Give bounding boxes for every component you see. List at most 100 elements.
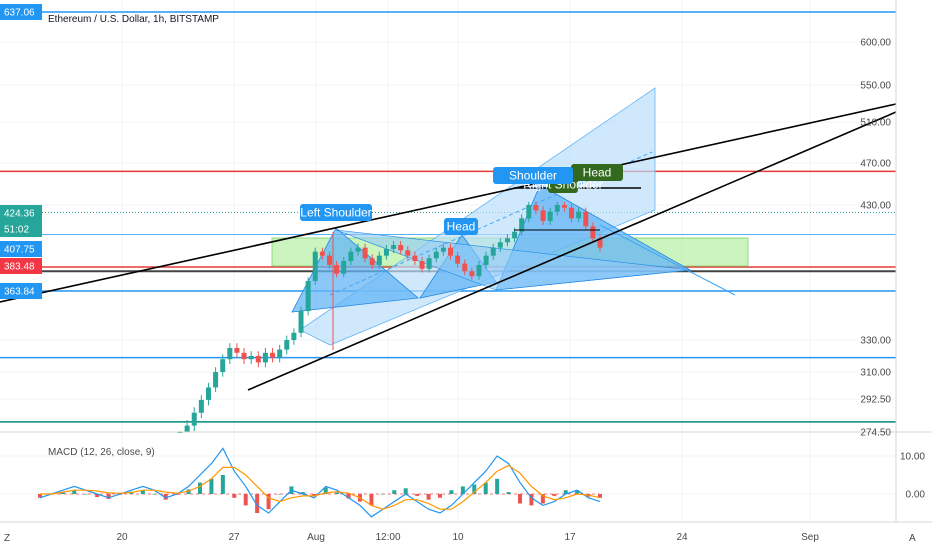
candle-body bbox=[191, 412, 197, 426]
candle-body bbox=[312, 251, 318, 282]
pattern-label: Head bbox=[571, 164, 623, 181]
macd-histogram-bar bbox=[472, 484, 477, 494]
candle-body bbox=[440, 247, 446, 252]
candle-body bbox=[305, 281, 311, 312]
price-tag: 51:02 bbox=[0, 221, 42, 237]
upper-trendline bbox=[0, 103, 897, 303]
macd-histogram-bar bbox=[300, 492, 305, 494]
macd-histogram-bar bbox=[232, 494, 237, 498]
macd-tick-label: 10.00 bbox=[900, 452, 925, 463]
candle-body bbox=[398, 244, 404, 251]
macd-histogram-bar bbox=[540, 494, 545, 504]
y-tick-label: 310.00 bbox=[860, 368, 891, 379]
macd-histogram-bar bbox=[209, 478, 214, 494]
candle-body bbox=[569, 207, 575, 219]
y-tick-label: 430.00 bbox=[860, 201, 891, 212]
macd-histogram-bar bbox=[255, 494, 260, 513]
candle-body bbox=[462, 263, 468, 272]
macd-histogram-bar bbox=[60, 492, 65, 494]
candle-body bbox=[298, 311, 304, 333]
macd-title: MACD (12, 26, close, 9) bbox=[48, 447, 155, 458]
macd-histogram-bar bbox=[495, 478, 500, 494]
price-tag-bg bbox=[0, 4, 42, 20]
pattern-label-bg bbox=[444, 218, 478, 235]
macd-histogram-bar bbox=[152, 494, 157, 495]
plot-background bbox=[0, 0, 896, 430]
x-tick-label: 27 bbox=[228, 532, 240, 543]
candle-body bbox=[248, 356, 254, 360]
candle-body bbox=[483, 255, 489, 265]
pattern-label-bg bbox=[571, 164, 623, 181]
macd-histogram-bar bbox=[323, 487, 328, 494]
candle-body bbox=[583, 211, 589, 227]
macd-histogram-bar bbox=[106, 494, 111, 499]
price-tag-label: 424.36 bbox=[4, 209, 35, 220]
price-axis: 600.00 550.00 510.00 470.00 430.00 330.00 310.… bbox=[0, 4, 891, 439]
candle-body bbox=[512, 231, 518, 239]
timezone-button[interactable]: Z bbox=[4, 533, 10, 544]
price-tag-label: 637.06 bbox=[4, 8, 35, 19]
macd-histogram-bar bbox=[529, 494, 534, 506]
candle-body bbox=[213, 372, 219, 388]
candle-body bbox=[426, 258, 432, 269]
candle-body bbox=[433, 251, 439, 259]
x-tick-label: 17 bbox=[564, 532, 576, 543]
macd-histogram-bar bbox=[266, 494, 271, 510]
macd-histogram-bar bbox=[518, 494, 522, 504]
macd-histogram-bar bbox=[346, 494, 351, 499]
candle-body bbox=[255, 356, 261, 363]
x-tick-label: 12:00 bbox=[375, 532, 400, 543]
candle-body bbox=[533, 205, 539, 211]
price-tag: 363.84 bbox=[0, 283, 42, 299]
macd-histogram-bar bbox=[426, 494, 431, 500]
price-tag-label: 383.48 bbox=[4, 262, 35, 273]
candle-body bbox=[227, 348, 233, 360]
candle-body bbox=[205, 387, 211, 400]
macd-histogram-bar bbox=[415, 494, 420, 496]
pattern-label-text: Left Shoulder bbox=[300, 206, 371, 220]
y-tick-label: 600.00 bbox=[860, 38, 891, 49]
price-tag-label: 407.75 bbox=[4, 245, 35, 256]
price-tag: 637.06 bbox=[0, 4, 42, 20]
pattern-label: Left Shoulder bbox=[300, 204, 372, 221]
y-tick-label: 292.50 bbox=[860, 395, 891, 406]
candle-body bbox=[497, 242, 503, 248]
macd-histogram-bar bbox=[392, 490, 397, 494]
macd-histogram-bar bbox=[438, 494, 442, 498]
candle-body bbox=[319, 251, 325, 256]
price-tag-bg bbox=[0, 221, 42, 237]
candle-body bbox=[376, 255, 382, 265]
candle-body bbox=[576, 211, 582, 219]
price-tag-bg bbox=[0, 283, 42, 299]
macd-tick-label: 0.00 bbox=[906, 490, 926, 501]
lower-trendline bbox=[247, 111, 897, 391]
macd-histogram-bar bbox=[38, 494, 42, 498]
pattern-label-text: Head bbox=[583, 166, 612, 180]
price-tag-bg bbox=[0, 241, 42, 257]
pattern-label-bg bbox=[300, 204, 372, 221]
macd-histogram-bar bbox=[278, 494, 282, 495]
price-tag: 407.75 bbox=[0, 241, 42, 257]
macd-histogram-bar bbox=[312, 494, 317, 496]
candle-body bbox=[277, 349, 283, 358]
price-tag-label: 363.84 bbox=[4, 287, 35, 298]
candle-body bbox=[504, 238, 510, 243]
macd-pane: 10.00 0.00 bbox=[0, 447, 926, 518]
candle-body bbox=[341, 260, 347, 274]
auto-scale-button[interactable]: A bbox=[909, 533, 916, 544]
candle-body bbox=[448, 247, 454, 256]
macd-histogram-bar bbox=[552, 494, 557, 496]
candle-body bbox=[198, 399, 204, 413]
candle-body bbox=[540, 210, 546, 221]
candle-body bbox=[184, 425, 190, 432]
candle-body bbox=[241, 352, 247, 360]
candle-body bbox=[291, 332, 297, 340]
pattern-label: Shoulder bbox=[493, 167, 573, 184]
candle-body bbox=[561, 205, 567, 208]
macd-histogram-bar bbox=[83, 494, 88, 495]
macd-histogram-bar bbox=[563, 490, 568, 494]
pattern-label: Head bbox=[444, 218, 478, 235]
